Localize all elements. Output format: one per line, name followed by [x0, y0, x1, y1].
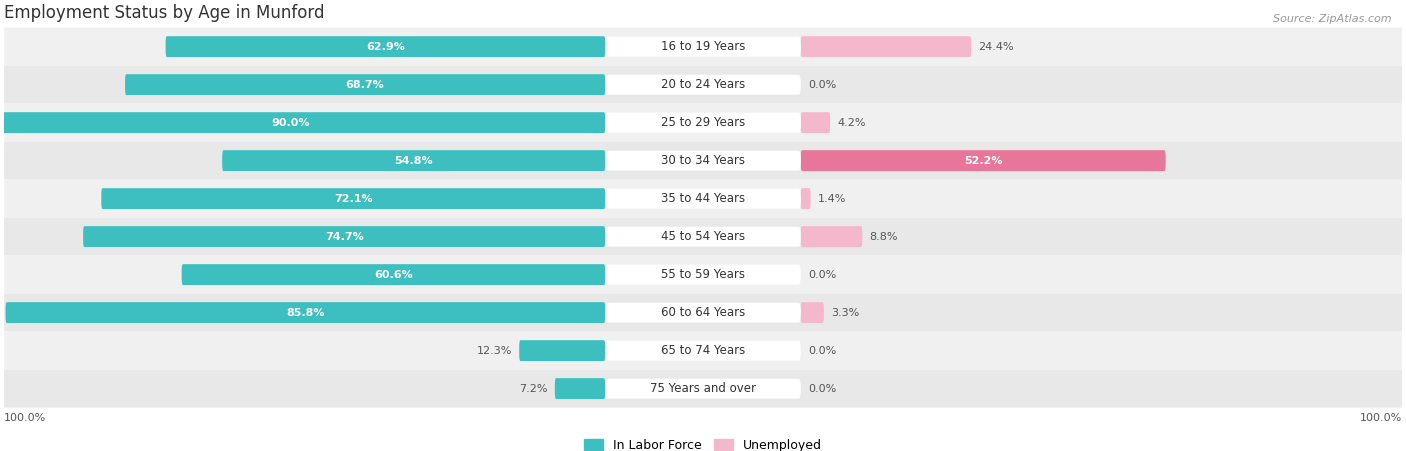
Text: 45 to 54 Years: 45 to 54 Years — [661, 230, 745, 243]
FancyBboxPatch shape — [605, 189, 801, 208]
Text: 62.9%: 62.9% — [366, 41, 405, 52]
FancyBboxPatch shape — [166, 36, 605, 57]
FancyBboxPatch shape — [801, 188, 811, 209]
FancyBboxPatch shape — [519, 340, 605, 361]
FancyBboxPatch shape — [4, 28, 1402, 66]
Text: 1.4%: 1.4% — [818, 193, 846, 204]
Text: 74.7%: 74.7% — [325, 232, 364, 242]
FancyBboxPatch shape — [0, 112, 605, 133]
FancyBboxPatch shape — [4, 370, 1402, 408]
FancyBboxPatch shape — [4, 179, 1402, 218]
FancyBboxPatch shape — [605, 341, 801, 360]
Text: 65 to 74 Years: 65 to 74 Years — [661, 344, 745, 357]
FancyBboxPatch shape — [801, 226, 862, 247]
Text: 85.8%: 85.8% — [285, 308, 325, 318]
Text: 7.2%: 7.2% — [519, 384, 548, 394]
Text: Source: ZipAtlas.com: Source: ZipAtlas.com — [1274, 14, 1392, 23]
Legend: In Labor Force, Unemployed: In Labor Force, Unemployed — [583, 439, 823, 451]
Text: 3.3%: 3.3% — [831, 308, 859, 318]
Text: 100.0%: 100.0% — [1360, 413, 1402, 423]
FancyBboxPatch shape — [4, 294, 1402, 331]
Text: 0.0%: 0.0% — [808, 80, 837, 90]
Text: 68.7%: 68.7% — [346, 80, 384, 90]
FancyBboxPatch shape — [605, 303, 801, 322]
Text: 55 to 59 Years: 55 to 59 Years — [661, 268, 745, 281]
Text: 4.2%: 4.2% — [837, 118, 866, 128]
FancyBboxPatch shape — [181, 264, 605, 285]
Text: 90.0%: 90.0% — [271, 118, 309, 128]
Text: 24.4%: 24.4% — [979, 41, 1014, 52]
FancyBboxPatch shape — [605, 75, 801, 95]
FancyBboxPatch shape — [801, 36, 972, 57]
FancyBboxPatch shape — [4, 218, 1402, 256]
Text: 0.0%: 0.0% — [808, 345, 837, 356]
Text: 16 to 19 Years: 16 to 19 Years — [661, 40, 745, 53]
FancyBboxPatch shape — [6, 302, 605, 323]
Text: 8.8%: 8.8% — [869, 232, 898, 242]
FancyBboxPatch shape — [4, 104, 1402, 142]
FancyBboxPatch shape — [4, 256, 1402, 294]
Text: 0.0%: 0.0% — [808, 270, 837, 280]
FancyBboxPatch shape — [101, 188, 605, 209]
Text: 20 to 24 Years: 20 to 24 Years — [661, 78, 745, 91]
FancyBboxPatch shape — [801, 150, 1166, 171]
FancyBboxPatch shape — [4, 142, 1402, 179]
Text: 60.6%: 60.6% — [374, 270, 413, 280]
FancyBboxPatch shape — [605, 113, 801, 133]
Text: 52.2%: 52.2% — [965, 156, 1002, 166]
FancyBboxPatch shape — [605, 37, 801, 56]
Text: 100.0%: 100.0% — [4, 413, 46, 423]
FancyBboxPatch shape — [222, 150, 605, 171]
Text: 25 to 29 Years: 25 to 29 Years — [661, 116, 745, 129]
Text: 54.8%: 54.8% — [394, 156, 433, 166]
FancyBboxPatch shape — [125, 74, 605, 95]
FancyBboxPatch shape — [555, 378, 605, 399]
FancyBboxPatch shape — [4, 66, 1402, 104]
Text: Employment Status by Age in Munford: Employment Status by Age in Munford — [4, 4, 325, 22]
FancyBboxPatch shape — [83, 226, 605, 247]
FancyBboxPatch shape — [605, 151, 801, 170]
Text: 72.1%: 72.1% — [333, 193, 373, 204]
FancyBboxPatch shape — [605, 265, 801, 285]
FancyBboxPatch shape — [605, 227, 801, 247]
Text: 30 to 34 Years: 30 to 34 Years — [661, 154, 745, 167]
FancyBboxPatch shape — [605, 379, 801, 399]
Text: 35 to 44 Years: 35 to 44 Years — [661, 192, 745, 205]
Text: 60 to 64 Years: 60 to 64 Years — [661, 306, 745, 319]
FancyBboxPatch shape — [4, 331, 1402, 370]
Text: 0.0%: 0.0% — [808, 384, 837, 394]
FancyBboxPatch shape — [801, 112, 830, 133]
Text: 12.3%: 12.3% — [477, 345, 512, 356]
Text: 75 Years and over: 75 Years and over — [650, 382, 756, 395]
FancyBboxPatch shape — [801, 302, 824, 323]
